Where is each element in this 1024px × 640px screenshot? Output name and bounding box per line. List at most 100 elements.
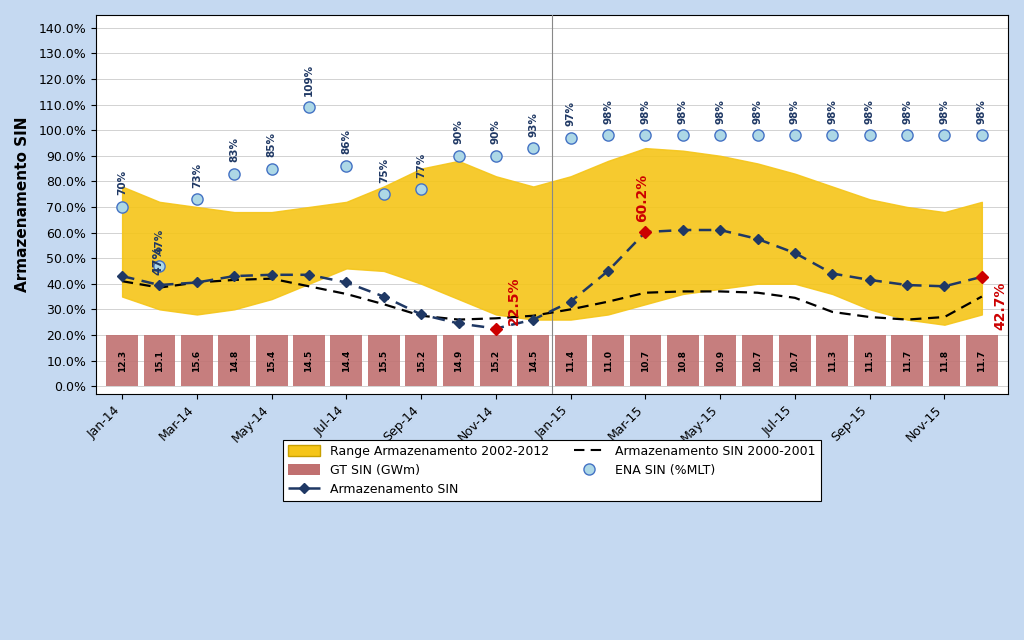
Text: 98%: 98% — [640, 99, 650, 124]
Text: 10.7: 10.7 — [641, 349, 650, 372]
Y-axis label: Armazenamento SIN: Armazenamento SIN — [15, 116, 30, 292]
Text: 11.5: 11.5 — [865, 349, 874, 372]
Bar — [705, 335, 736, 386]
Point — [712, 130, 728, 140]
Text: 15.2: 15.2 — [417, 349, 426, 372]
Point — [487, 150, 504, 161]
Text: 60.2%: 60.2% — [635, 173, 648, 222]
Text: 98%: 98% — [753, 99, 763, 124]
Text: 90%: 90% — [490, 120, 501, 144]
Text: 15.4: 15.4 — [267, 349, 276, 372]
Bar — [293, 335, 325, 386]
Point — [114, 202, 130, 212]
Bar — [966, 335, 997, 386]
Text: 109%: 109% — [304, 63, 314, 95]
Text: 98%: 98% — [827, 99, 838, 124]
Bar — [517, 335, 549, 386]
Legend: Range Armazenamento 2002-2012, GT SIN (GWm), Armazenamento SIN, Armazenamento SI: Range Armazenamento 2002-2012, GT SIN (G… — [284, 440, 820, 501]
Text: 15.5: 15.5 — [379, 349, 388, 372]
Text: 98%: 98% — [939, 99, 949, 124]
Point — [637, 130, 653, 140]
Point — [786, 130, 803, 140]
Point — [936, 130, 952, 140]
Text: 11.7: 11.7 — [902, 349, 911, 372]
Text: 85%: 85% — [266, 132, 276, 157]
Bar — [779, 335, 811, 386]
Point — [226, 168, 243, 179]
Text: 14.8: 14.8 — [229, 349, 239, 372]
Bar — [331, 335, 362, 386]
Bar — [106, 335, 138, 386]
Text: 12.3: 12.3 — [118, 349, 127, 372]
Point — [152, 260, 168, 271]
Text: 11.8: 11.8 — [940, 349, 949, 372]
Text: 14.9: 14.9 — [454, 349, 463, 372]
Point — [188, 194, 205, 204]
Text: 77%: 77% — [416, 152, 426, 177]
Bar — [368, 335, 399, 386]
Text: 47%: 47% — [155, 229, 165, 254]
Point — [824, 130, 841, 140]
Point — [750, 130, 766, 140]
Point — [600, 130, 616, 140]
Text: 15.6: 15.6 — [193, 349, 202, 372]
Point — [861, 130, 878, 140]
Bar — [816, 335, 848, 386]
Point — [974, 130, 990, 140]
Text: 98%: 98% — [864, 99, 874, 124]
Text: 11.7: 11.7 — [977, 349, 986, 372]
Text: 10.9: 10.9 — [716, 349, 725, 372]
Text: 98%: 98% — [603, 99, 613, 124]
Bar — [406, 335, 437, 386]
Text: 11.3: 11.3 — [827, 349, 837, 372]
Bar — [891, 335, 923, 386]
Text: 98%: 98% — [902, 99, 912, 124]
Text: 10.7: 10.7 — [791, 349, 800, 372]
Bar — [741, 335, 773, 386]
Text: 90%: 90% — [454, 120, 464, 144]
Text: 97%: 97% — [565, 101, 575, 126]
Text: 83%: 83% — [229, 137, 240, 162]
Text: 75%: 75% — [379, 157, 389, 182]
Bar — [854, 335, 886, 386]
Bar — [555, 335, 587, 386]
Bar — [929, 335, 961, 386]
Point — [376, 189, 392, 199]
Text: 98%: 98% — [715, 99, 725, 124]
Point — [525, 143, 542, 153]
Text: 10.8: 10.8 — [678, 349, 687, 372]
Text: 15.1: 15.1 — [155, 349, 164, 372]
Text: 73%: 73% — [191, 163, 202, 188]
Bar — [667, 335, 698, 386]
Bar — [143, 335, 175, 386]
Bar — [256, 335, 288, 386]
Bar — [442, 335, 474, 386]
Point — [338, 161, 354, 171]
Bar — [630, 335, 662, 386]
Text: 11.4: 11.4 — [566, 349, 575, 372]
Point — [451, 150, 467, 161]
Text: 98%: 98% — [678, 99, 688, 124]
Text: 11.0: 11.0 — [603, 349, 612, 372]
Text: 15.2: 15.2 — [492, 349, 501, 372]
Text: 14.5: 14.5 — [304, 349, 313, 372]
Bar — [181, 335, 213, 386]
Point — [675, 130, 691, 140]
Bar — [592, 335, 624, 386]
Point — [263, 163, 280, 173]
Text: 86%: 86% — [341, 129, 351, 154]
Text: 22.5%: 22.5% — [507, 276, 521, 324]
Bar — [480, 335, 512, 386]
Point — [301, 102, 317, 112]
Text: 10.7: 10.7 — [753, 349, 762, 372]
Point — [413, 184, 429, 194]
Text: 93%: 93% — [528, 112, 539, 136]
Text: 42.7%: 42.7% — [993, 282, 1007, 330]
Text: 14.4: 14.4 — [342, 349, 351, 372]
Point — [899, 130, 915, 140]
Point — [562, 132, 579, 143]
Text: 70%: 70% — [117, 170, 127, 195]
Text: 14.5: 14.5 — [528, 349, 538, 372]
Text: 98%: 98% — [790, 99, 800, 124]
Bar — [218, 335, 250, 386]
